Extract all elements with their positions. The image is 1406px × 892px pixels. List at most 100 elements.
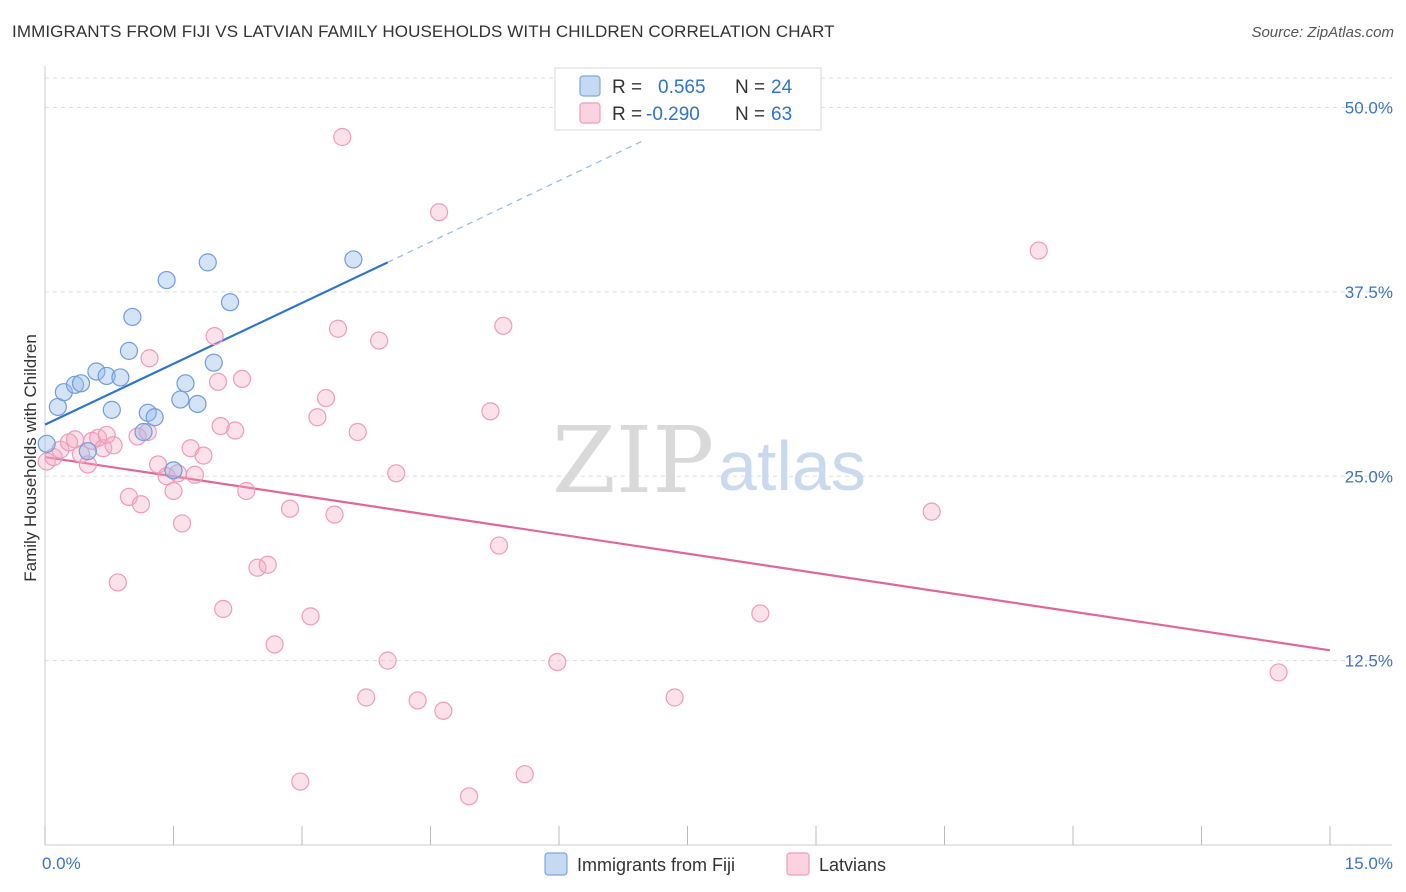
legend-swatch-fiji: [579, 75, 601, 97]
source-label: Source: ZipAtlas.com: [1251, 24, 1394, 41]
point-fiji: [344, 250, 363, 269]
watermark: ZIP atlas: [552, 407, 866, 514]
point-latvians: [138, 422, 157, 442]
legend-r-label-fiji: R =: [612, 77, 642, 98]
legend-r-value-fiji: 0.565: [658, 77, 706, 98]
x-tick-label-min: 0.0%: [42, 854, 81, 873]
point-fiji: [204, 353, 223, 372]
trend-line-fiji-extension: [387, 139, 645, 263]
tick-labels: 12.5% 25.0% 37.5% 50.0% 0.0% 15.0%: [42, 99, 1393, 874]
chart-title: IMMIGRANTS FROM FIJI VS LATVIAN FAMILY H…: [12, 22, 835, 41]
point-latvians: [237, 481, 256, 501]
series-legend-label-fiji: Immigrants from Fiji: [577, 855, 735, 875]
point-fiji: [37, 434, 56, 453]
point-fiji: [119, 341, 139, 360]
legend-n-value-latvians: 63: [771, 104, 792, 125]
point-fiji: [78, 442, 97, 461]
point-fiji: [71, 374, 91, 393]
y-tick-label: 37.5%: [1345, 283, 1393, 302]
point-latvians: [258, 555, 277, 574]
point-latvians: [922, 502, 941, 521]
point-latvians: [378, 651, 397, 670]
point-latvians: [316, 388, 336, 408]
point-latvians: [104, 436, 123, 455]
series-legend-swatch-latvians: [786, 852, 810, 876]
gridlines: [45, 77, 1392, 662]
trend-lines: [44, 139, 1331, 652]
legend-n-label-latvians: N =: [735, 104, 765, 125]
point-latvians: [325, 505, 344, 524]
point-latvians: [248, 558, 267, 577]
point-fiji: [97, 366, 116, 386]
point-latvians: [494, 316, 513, 335]
series-legend-label-latvians: Latvians: [819, 855, 886, 875]
point-latvians: [205, 327, 224, 346]
point-latvians: [665, 688, 684, 707]
point-latvians: [434, 701, 453, 720]
point-fiji: [164, 461, 183, 480]
point-latvians: [291, 772, 310, 791]
point-latvians: [429, 203, 449, 222]
point-latvians: [164, 481, 183, 501]
point-latvians: [232, 369, 252, 388]
point-fiji: [157, 270, 176, 290]
point-latvians: [108, 573, 127, 592]
point-fiji: [220, 293, 240, 312]
point-latvians: [387, 464, 406, 483]
point-latvians: [208, 372, 228, 391]
point-latvians: [459, 787, 479, 806]
stats-legend: R = 0.565 N = 24 R = -0.290 N = 63: [554, 67, 822, 131]
legend-r-label-latvians: R =: [612, 104, 642, 125]
point-fiji: [145, 408, 164, 427]
point-latvians: [1029, 241, 1048, 260]
series-legend: Immigrants from Fiji Latvians: [544, 852, 886, 876]
legend-n-value-fiji: 24: [771, 77, 793, 98]
trend-line-fiji: [44, 261, 389, 426]
point-latvians: [751, 604, 770, 623]
scatter-points: [37, 127, 1288, 806]
y-axis-title: Family Households with Children: [21, 334, 40, 582]
point-fiji: [176, 374, 195, 393]
point-fiji: [188, 394, 207, 414]
point-fiji: [102, 400, 121, 419]
point-fiji: [65, 375, 85, 394]
point-fiji: [171, 390, 190, 409]
point-fiji: [134, 422, 153, 442]
point-latvians: [140, 349, 159, 368]
legend-r-value-latvians: -0.290: [646, 104, 700, 125]
watermark-atlas: atlas: [718, 427, 866, 505]
point-fiji: [198, 253, 217, 272]
point-latvians: [301, 607, 320, 626]
point-latvians: [78, 455, 97, 474]
y-tick-label: 25.0%: [1345, 467, 1393, 486]
series-legend-swatch-fiji: [544, 852, 568, 876]
y-tick-label: 50.0%: [1345, 99, 1393, 118]
point-latvians: [308, 408, 327, 427]
point-fiji: [123, 307, 142, 327]
trend-line-latvians: [44, 455, 1331, 652]
point-latvians: [1269, 663, 1288, 682]
watermark-zip: ZIP: [552, 407, 714, 514]
point-fiji: [54, 383, 73, 402]
point-latvians: [328, 319, 348, 338]
point-latvians: [548, 652, 567, 672]
point-latvians: [348, 422, 367, 442]
x-tick-label-max: 15.0%: [1345, 854, 1393, 873]
point-latvians: [515, 765, 534, 784]
point-latvians: [489, 536, 509, 555]
point-latvians: [226, 421, 245, 440]
point-latvians: [357, 688, 376, 707]
point-latvians: [185, 465, 205, 484]
point-latvians: [131, 495, 151, 514]
point-latvians: [265, 635, 284, 654]
point-fiji: [87, 362, 106, 381]
point-latvians: [280, 499, 300, 518]
point-latvians: [408, 691, 427, 710]
point-latvians: [172, 514, 192, 533]
point-latvians: [333, 127, 352, 147]
point-latvians: [214, 599, 233, 619]
point-fiji: [111, 368, 130, 387]
point-latvians: [194, 446, 213, 465]
point-latvians: [370, 331, 389, 350]
point-latvians: [481, 402, 500, 421]
